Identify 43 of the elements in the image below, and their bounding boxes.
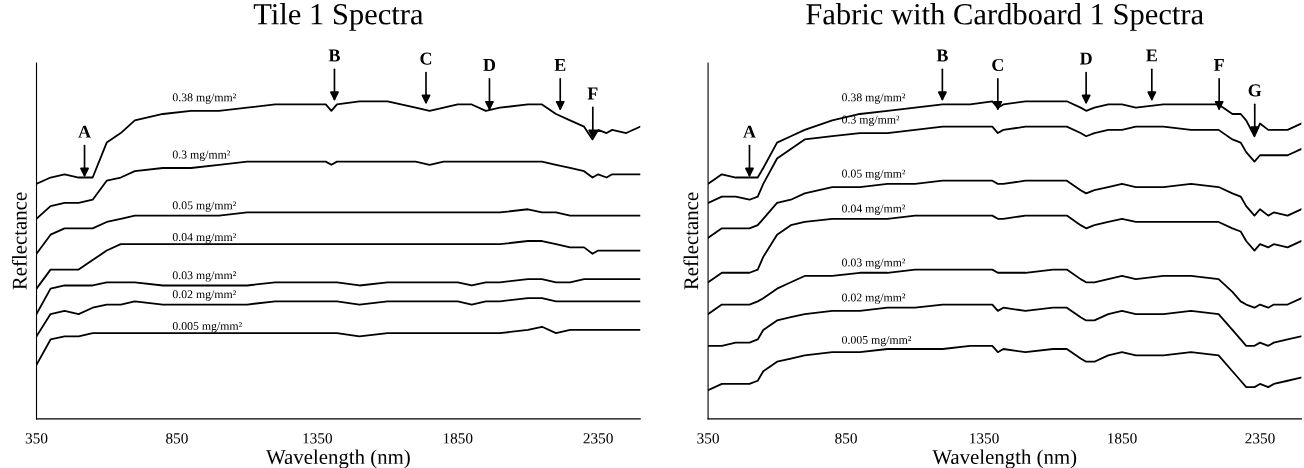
annotation: B (936, 49, 948, 62)
x-axis-title: Wavelength (nm) (932, 449, 1077, 468)
x-tick-label: 1350 (303, 433, 333, 444)
series-label: 0.02 mg/mm² (842, 293, 906, 304)
series-label: 0.05 mg/mm² (172, 201, 236, 212)
annotation: D (1079, 52, 1092, 65)
series-label: 0.38 mg/mm² (842, 93, 906, 104)
x-tick-label: 1350 (970, 433, 999, 444)
y-axis-title: Reflectance (11, 192, 27, 290)
annotation: C (420, 52, 432, 65)
annotation: F (587, 87, 598, 100)
x-tick-label: 350 (697, 433, 719, 444)
annotation: A (743, 125, 756, 138)
series-label: 0.3 mg/mm² (172, 150, 231, 161)
x-tick-label: 850 (835, 433, 857, 444)
annotation: B (328, 49, 340, 62)
x-tick-label: 2350 (583, 433, 613, 444)
annotation: D (483, 59, 496, 71)
x-tick-label: 2350 (1245, 433, 1275, 444)
annotation: F (1213, 59, 1224, 71)
annotation: G (1248, 84, 1262, 97)
annotation: C (992, 58, 1003, 72)
x-tick-label: 850 (166, 433, 188, 444)
series-label: 0.02 mg/mm² (172, 290, 236, 301)
series-label: 0.03 mg/mm² (172, 271, 236, 282)
y-axis-title: Reflectance (683, 192, 699, 290)
series-label: 0.38 mg/mm² (172, 93, 236, 104)
annotation: E (1146, 49, 1157, 62)
series-label: 0.3 mg/mm² (842, 115, 900, 126)
x-tick-label: 1850 (1108, 433, 1137, 444)
series-label: 0.04 mg/mm² (172, 233, 236, 244)
x-tick-label: 350 (25, 433, 48, 444)
chart-title: Tile 1 Spectra (253, 3, 424, 31)
chart-title: Fabric with Cardboard 1 Spectra (806, 3, 1204, 31)
series-label: 0.03 mg/mm² (842, 258, 906, 269)
annotation: A (78, 125, 91, 138)
series-label: 0.005 mg/mm² (172, 322, 242, 333)
annotation: E (554, 59, 566, 71)
series-label: 0.04 mg/mm² (842, 204, 906, 215)
x-tick-label: 1850 (443, 433, 473, 444)
series-label: 0.05 mg/mm² (842, 169, 906, 180)
x-axis-title: Wavelength (nm) (266, 449, 410, 468)
series-label: 0.005 mg/mm² (842, 335, 912, 347)
